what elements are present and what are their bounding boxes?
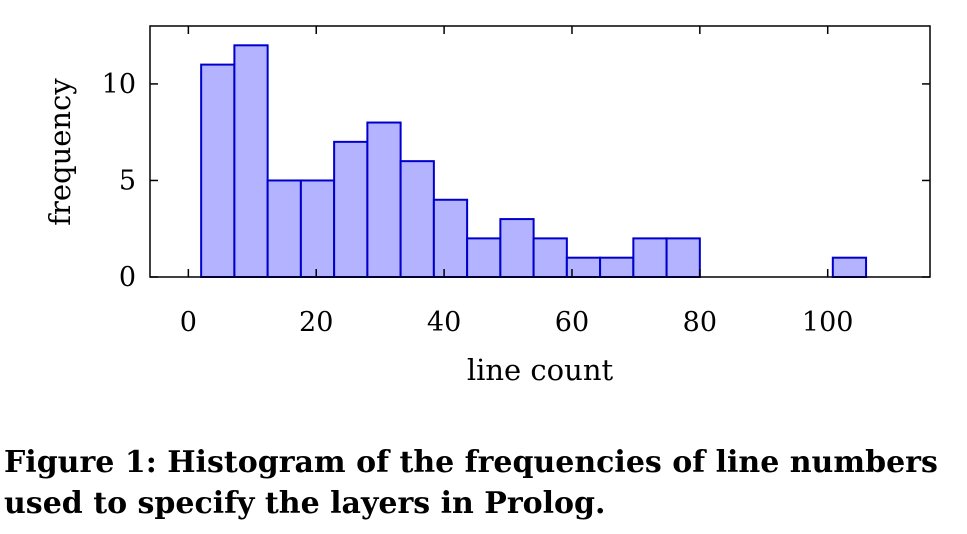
y-tick-labels: 0 5 10 <box>102 69 136 293</box>
y-tick-label: 10 <box>102 69 136 100</box>
histogram-bar <box>665 237 701 278</box>
histogram-bar <box>831 256 868 279</box>
x-tick-label: 60 <box>555 307 589 338</box>
x-tick-label: 100 <box>802 307 854 338</box>
histogram-bar <box>366 121 402 278</box>
plot-frame <box>149 25 931 278</box>
histogram-bar <box>333 140 369 278</box>
y-tick-label: 5 <box>119 165 136 196</box>
x-tick-labels: 0 20 40 60 80 100 <box>180 307 854 338</box>
x-tick-label: 40 <box>427 307 461 338</box>
x-tick-label: 20 <box>299 307 333 338</box>
y-tick-label: 0 <box>119 262 136 293</box>
histogram-bar <box>532 237 568 278</box>
histogram-bars <box>200 44 868 279</box>
histogram-bar <box>466 237 502 278</box>
x-axis-label: line count <box>467 353 614 387</box>
figure-caption: Figure 1: Histogram of the frequencies o… <box>4 445 938 521</box>
histogram-bar <box>299 179 336 278</box>
x-tick-label: 80 <box>683 307 717 338</box>
histogram-bar <box>432 198 469 278</box>
histogram-bar <box>233 44 269 278</box>
histogram-bar <box>266 179 302 278</box>
histogram-bar <box>499 218 535 278</box>
histogram-bar <box>200 63 236 278</box>
histogram-bar <box>399 160 435 278</box>
y-axis-label: frequency <box>43 78 77 226</box>
histogram-bar <box>599 256 635 279</box>
histogram-chart: 0 20 40 60 80 100 0 5 10 line count frequency <box>43 25 931 387</box>
histogram-bar <box>632 237 668 278</box>
x-tick-label: 0 <box>180 307 197 338</box>
